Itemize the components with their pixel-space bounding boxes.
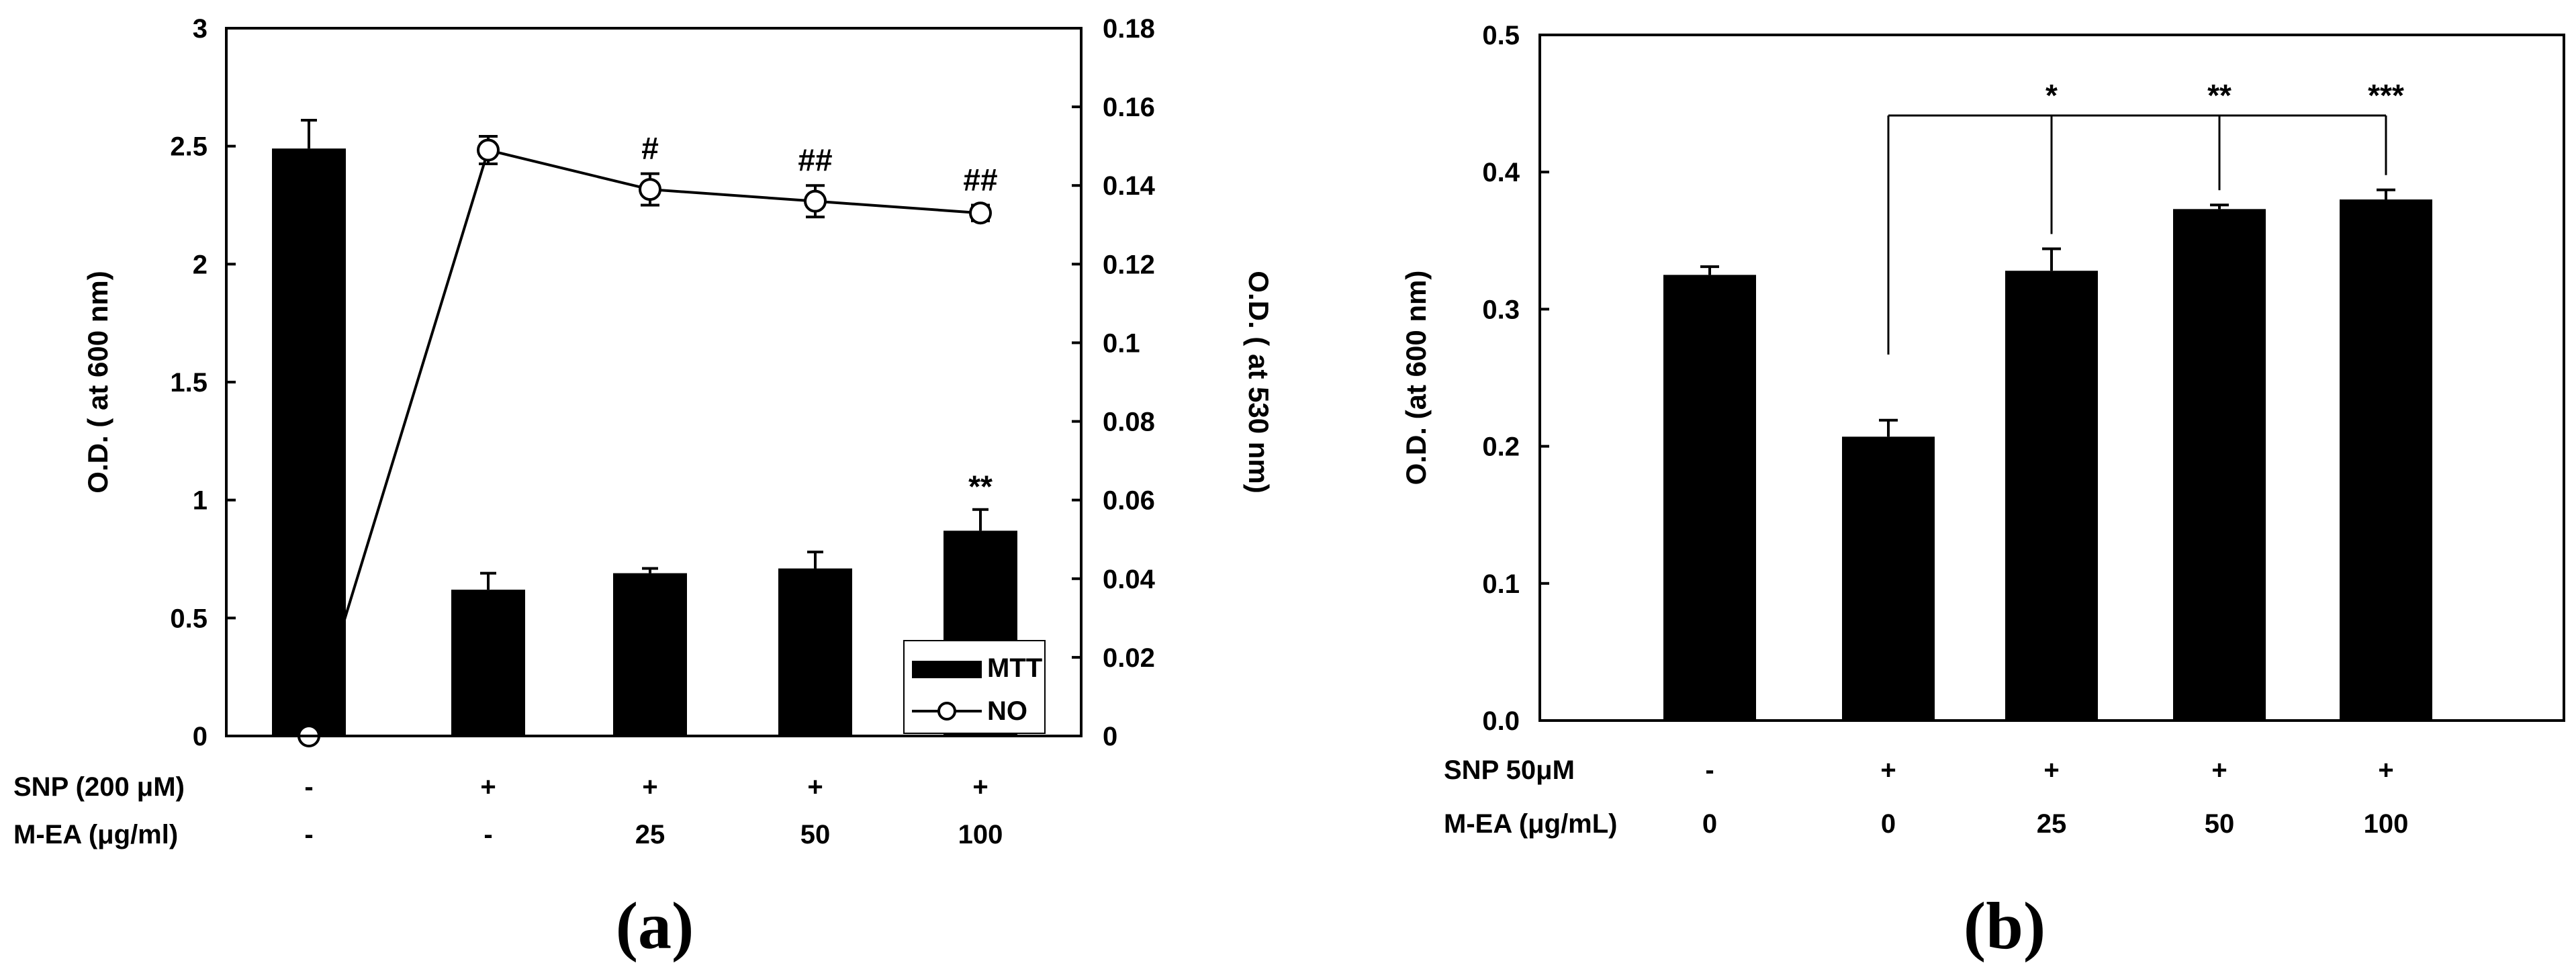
chart-b: * ** ***0.00.10.20.30.40.5O.D. (at 600 nm)…: [1400, 21, 2565, 963]
no-point: [804, 189, 827, 213]
y-tick-label: 0.4: [1482, 158, 1520, 187]
y2-tick-label: 0.06: [1103, 486, 1155, 516]
panel-label-letter: a: [638, 888, 672, 963]
y2-axis-title: O.D. ( at 530 nm): [1243, 271, 1275, 493]
no-significance-label: #: [641, 131, 659, 166]
no-point: [639, 178, 661, 201]
condition-value: 0: [1881, 809, 1896, 839]
y2-tick-label: 0.16: [1103, 93, 1155, 122]
y-tick-label: 0.5: [170, 604, 208, 633]
y2-tick-label: 0.1: [1103, 328, 1140, 358]
condition-value: -: [1705, 755, 1714, 785]
condition-value: -: [304, 820, 313, 849]
legend-mtt-swatch: [912, 661, 982, 678]
condition-row-label: M-EA (μg/ml): [13, 820, 178, 849]
panel-label-paren: ): [2023, 888, 2045, 963]
chart-a: **# ####00.511.522.5300.020.040.060.080.1…: [13, 14, 1275, 963]
y-tick-label: 0.2: [1482, 432, 1520, 462]
condition-value: 25: [635, 820, 665, 849]
y-tick-label: 0.1: [1482, 569, 1520, 599]
condition-value: 50: [800, 820, 831, 849]
condition-value: +: [642, 772, 657, 802]
condition-value: +: [480, 772, 496, 802]
condition-value: -: [484, 820, 492, 849]
y-tick-label: 1.5: [170, 368, 208, 398]
y2-tick-label: 0.14: [1103, 171, 1156, 201]
panel-label-paren: (: [1964, 888, 1986, 963]
condition-value: +: [2211, 755, 2227, 785]
legend-no-label: NO: [987, 696, 1027, 726]
condition-row-label: SNP 50μM: [1444, 755, 1575, 785]
panel-label-paren: (: [616, 888, 638, 963]
condition-value: 100: [958, 820, 1003, 849]
y2-tick-label: 0.08: [1103, 408, 1155, 437]
y-tick-label: 3: [193, 14, 208, 44]
condition-value: 50: [2205, 809, 2235, 839]
y-tick-label: 2: [193, 250, 208, 279]
condition-value: 100: [2364, 809, 2409, 839]
y-axis-title: O.D. ( at 600 nm): [82, 271, 113, 493]
y2-tick-label: 0.04: [1103, 565, 1156, 594]
no-point: [969, 201, 992, 225]
condition-value: +: [2043, 755, 2059, 785]
panel-label-b: (b): [1964, 888, 2045, 963]
legend-no-marker: [937, 702, 956, 721]
y-tick-label: 0.3: [1482, 295, 1520, 324]
no-significance-label: ##: [798, 142, 832, 177]
panel-label-a: (a): [616, 888, 694, 963]
condition-row-label: SNP (200 μM): [13, 772, 185, 802]
mtt-bar: [613, 573, 687, 736]
no-point: [477, 138, 500, 162]
condition-value: 0: [1702, 809, 1717, 839]
panel-label-letter: b: [1986, 888, 2023, 963]
panel-label-paren: ): [672, 888, 694, 963]
y-tick-label: 0.0: [1482, 706, 1520, 736]
od-bar: [2173, 209, 2266, 721]
significance-label: ***: [2368, 78, 2404, 113]
mtt-bar: [272, 148, 346, 736]
significance-label: **: [2207, 78, 2232, 113]
condition-value: +: [807, 772, 823, 802]
legend-box: [903, 640, 1046, 734]
condition-value: +: [2378, 755, 2393, 785]
mtt-bar: [778, 568, 852, 736]
y2-tick-label: 0.02: [1103, 643, 1155, 673]
od-bar: [2340, 199, 2432, 721]
condition-value: +: [1880, 755, 1896, 785]
y-tick-label: 2.5: [170, 132, 208, 162]
y-tick-label: 0: [193, 722, 208, 751]
y-axis-title: O.D. (at 600 nm): [1400, 271, 1432, 485]
od-bar: [1842, 436, 1935, 721]
plot-frame: [1538, 34, 2565, 722]
y-tick-label: 0.5: [1482, 21, 1520, 50]
mtt-significance-label: **: [968, 469, 993, 504]
od-bar: [2005, 271, 2098, 721]
condition-value: 25: [2037, 809, 2067, 839]
od-bar: [1663, 275, 1756, 721]
y2-tick-label: 0.12: [1103, 250, 1155, 279]
significance-label: *: [2045, 78, 2058, 113]
condition-value: +: [972, 772, 988, 802]
mtt-bar: [451, 590, 525, 736]
y-tick-label: 1: [193, 486, 208, 516]
y2-tick-label: 0.18: [1103, 14, 1155, 44]
y2-tick-label: 0: [1103, 722, 1117, 751]
condition-value: -: [304, 772, 313, 802]
legend-mtt-label: MTT: [987, 653, 1042, 683]
condition-row-label: M-EA (μg/mL): [1444, 809, 1618, 839]
no-significance-label: ##: [963, 163, 997, 197]
